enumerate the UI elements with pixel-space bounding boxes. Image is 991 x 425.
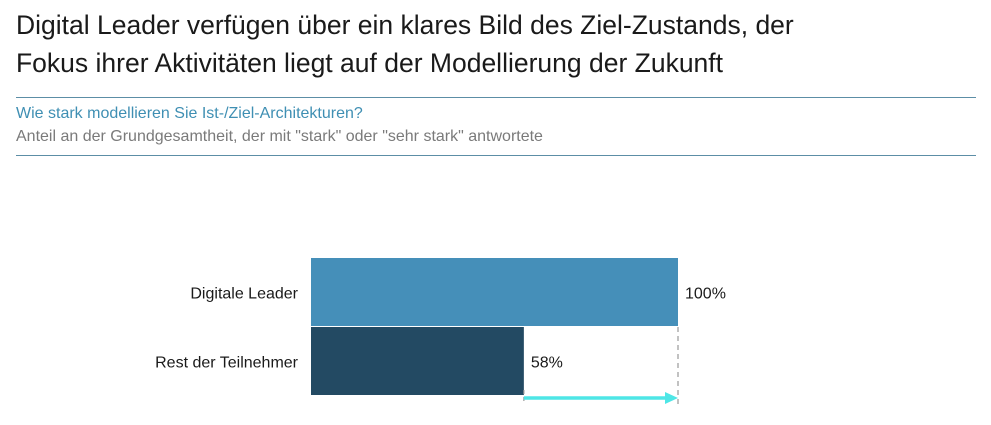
data-label-2: 58% [531, 355, 563, 372]
data-label-1: 100% [685, 286, 726, 303]
survey-question: Wie stark modellieren Sie Ist-/Ziel-Arch… [16, 105, 363, 122]
page-title-line-2: Fokus ihrer Aktivitäten liegt auf der Mo… [16, 48, 724, 78]
page-title: Digital Leader verfügen über ein klares … [16, 6, 976, 82]
divider-bottom [16, 155, 976, 156]
gap-arrow-head [665, 392, 678, 404]
page-title-line-1: Digital Leader verfügen über ein klares … [16, 10, 794, 40]
category-label-2: Rest der Teilnehmer [155, 355, 299, 372]
bar-1 [311, 258, 678, 326]
category-label-1: Digitale Leader [190, 286, 298, 303]
divider-top [16, 97, 976, 98]
chart-subtitle: Anteil an der Grundgesamtheit, der mit "… [16, 128, 543, 145]
bar-2 [311, 327, 524, 395]
